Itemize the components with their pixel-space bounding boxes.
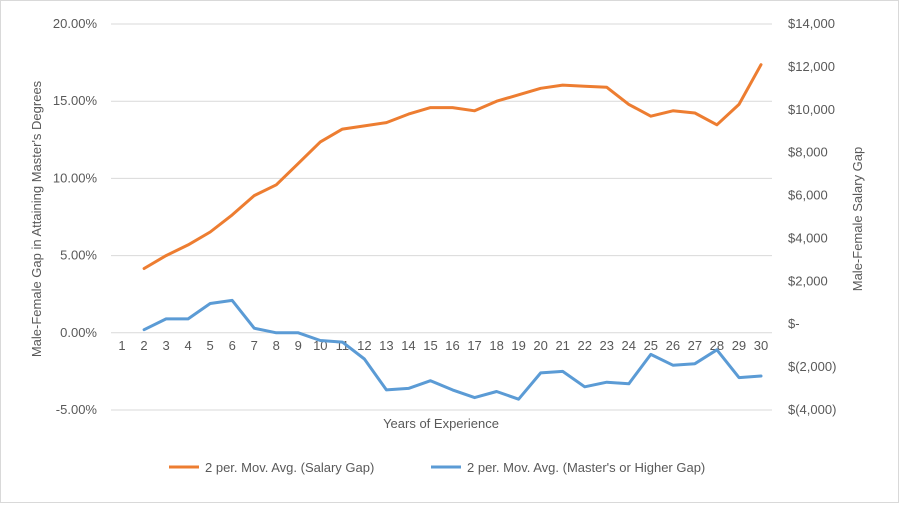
- y-right-tick-label: $10,000: [788, 102, 835, 117]
- y-right-tick-label: $8,000: [788, 145, 828, 160]
- x-tick-label: 23: [600, 338, 614, 353]
- x-tick-label: 6: [229, 338, 236, 353]
- x-tick-label: 27: [688, 338, 702, 353]
- x-tick-label: 13: [379, 338, 393, 353]
- x-tick-label: 12: [357, 338, 371, 353]
- right-axis-ticks: $14,000 $12,000 $10,000 $8,000 $6,000 $4,000 $…: [788, 16, 836, 417]
- y-left-tick-label: 0.00%: [60, 325, 97, 340]
- y-left-axis-title: Male-Female Gap in Attaining Master's De…: [29, 80, 44, 357]
- x-tick-label: 8: [273, 338, 280, 353]
- left-axis-ticks: 20.00% 15.00% 10.00% 5.00% 0.00% -5.00%: [53, 16, 98, 417]
- x-tick-label: 19: [511, 338, 525, 353]
- x-tick-label: 22: [577, 338, 591, 353]
- legend-label-salary-gap: 2 per. Mov. Avg. (Salary Gap): [205, 460, 374, 475]
- x-tick-label: 2: [140, 338, 147, 353]
- series-lines: [142, 63, 763, 401]
- x-tick-label: 15: [423, 338, 437, 353]
- x-tick-label: 18: [489, 338, 503, 353]
- y-right-tick-label: $4,000: [788, 230, 828, 245]
- x-tick-label: 24: [622, 338, 636, 353]
- x-tick-label: 1: [118, 338, 125, 353]
- series-line-salary-gap: [142, 63, 763, 270]
- y-right-axis-title: Male-Female Salary Gap: [850, 147, 865, 292]
- x-tick-label: 5: [207, 338, 214, 353]
- x-tick-label: 30: [754, 338, 768, 353]
- legend-label-masters-gap: 2 per. Mov. Avg. (Master's or Higher Gap…: [467, 460, 705, 475]
- legend: 2 per. Mov. Avg. (Salary Gap) 2 per. Mov…: [169, 460, 705, 475]
- y-right-tick-label: $-: [788, 316, 800, 331]
- y-right-tick-label: $6,000: [788, 188, 828, 203]
- y-left-tick-label: 20.00%: [53, 16, 98, 31]
- y-left-tick-label: 15.00%: [53, 93, 98, 108]
- x-tick-label: 29: [732, 338, 746, 353]
- x-tick-label: 28: [710, 338, 724, 353]
- x-tick-label: 21: [555, 338, 569, 353]
- x-tick-label: 20: [533, 338, 547, 353]
- x-tick-label: 14: [401, 338, 415, 353]
- series-line-masters-gap: [142, 298, 763, 401]
- x-axis-title: Years of Experience: [383, 416, 499, 431]
- x-tick-label: 17: [467, 338, 481, 353]
- x-tick-label: 7: [251, 338, 258, 353]
- gridlines: [111, 23, 772, 411]
- x-tick-label: 9: [295, 338, 302, 353]
- x-tick-label: 4: [184, 338, 191, 353]
- y-right-tick-label: $(4,000): [788, 402, 836, 417]
- y-right-tick-label: $(2,000): [788, 359, 836, 374]
- x-axis-ticks: 1 2 3 4 5 6 7 8 9 10 11 12 13 14 15 16 17 18 19 20 21 22 23 24 2…: [118, 338, 768, 353]
- y-left-tick-label: 10.00%: [53, 170, 98, 185]
- x-tick-label: 26: [666, 338, 680, 353]
- y-left-tick-label: -5.00%: [56, 402, 98, 417]
- x-tick-label: 25: [644, 338, 658, 353]
- y-left-tick-label: 5.00%: [60, 248, 97, 263]
- y-right-tick-label: $14,000: [788, 16, 835, 31]
- x-tick-label: 16: [445, 338, 459, 353]
- x-tick-label: 3: [162, 338, 169, 353]
- y-right-tick-label: $2,000: [788, 273, 828, 288]
- y-right-tick-label: $12,000: [788, 59, 835, 74]
